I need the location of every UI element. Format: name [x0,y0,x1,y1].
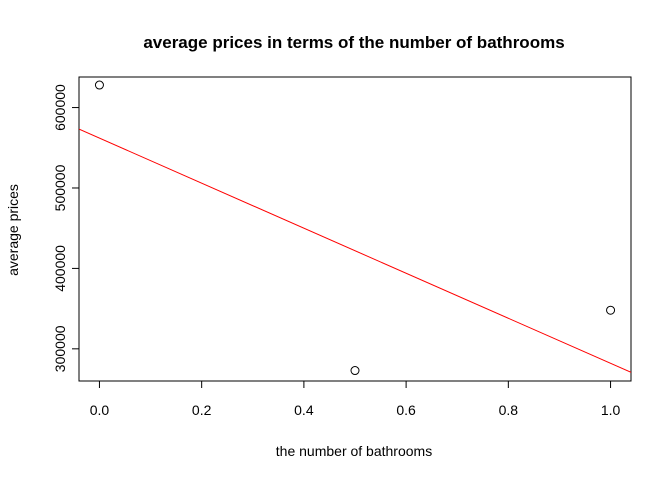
data-point [350,366,360,376]
regression-line [79,128,631,373]
y-tick-label: 500000 [52,164,68,211]
x-axis-title: the number of bathrooms [276,443,432,459]
data-point [606,305,616,315]
x-tick-label: 0.4 [294,402,314,418]
plot-content [79,80,631,376]
x-tick-label: 0.0 [90,402,110,418]
y-tick-label: 400000 [52,245,68,292]
x-axis: 0.0 0.2 0.4 0.6 0.8 1.0 [90,380,621,418]
chart-title: average prices in terms of the number of… [143,33,564,52]
y-axis: 300000 400000 500000 600000 [52,84,80,372]
y-tick-label: 600000 [52,84,68,131]
x-tick-label: 1.0 [601,402,621,418]
x-tick-label: 0.6 [396,402,416,418]
y-tick-label: 300000 [52,325,68,372]
x-tick-label: 0.2 [192,402,212,418]
y-axis-title: average prices [5,184,21,276]
x-tick-label: 0.8 [499,402,519,418]
data-point [94,80,104,90]
